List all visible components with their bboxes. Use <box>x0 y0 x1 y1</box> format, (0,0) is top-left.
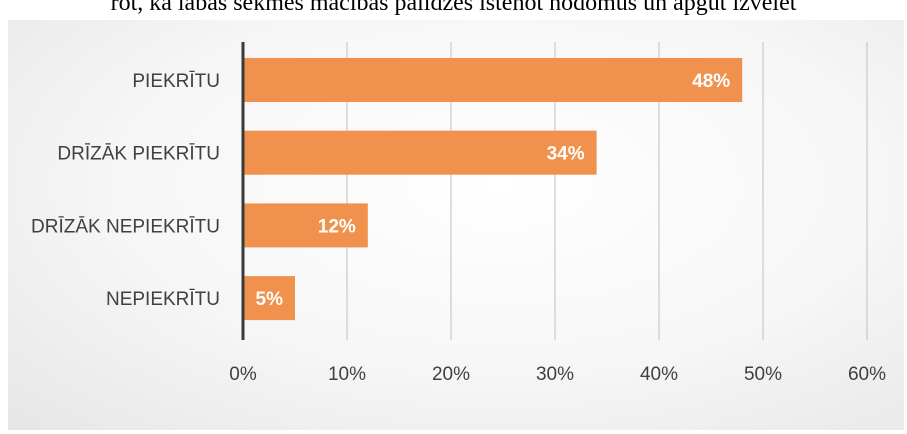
category-label: PIEKRĪTU <box>132 71 220 92</box>
data-label: 12% <box>318 216 356 237</box>
x-tick-label: 30% <box>536 364 574 385</box>
gridlines <box>346 42 868 340</box>
bars <box>243 58 743 321</box>
partial-heading-text: rot, ka labas sekmes macibas palidzes is… <box>110 0 797 16</box>
x-tick-label: 0% <box>229 364 257 385</box>
data-label: 5% <box>256 289 284 310</box>
category-label: DRĪZĀK NEPIEKRĪTU <box>31 216 220 237</box>
category-label: DRĪZĀK PIEKRĪTU <box>57 144 220 165</box>
data-label: 34% <box>547 144 585 165</box>
x-tick-label: 40% <box>640 364 678 385</box>
bar <box>243 58 743 102</box>
bar <box>243 130 597 175</box>
x-tick-label: 20% <box>432 364 470 385</box>
bar <box>243 276 295 321</box>
x-tick-label: 10% <box>328 364 366 385</box>
category-label: NEPIEKRĪTU <box>106 289 220 310</box>
data-label: 48% <box>692 71 730 92</box>
labels: 0% 10% 20% 30% 40% 50% 60% PIEKRĪTU 48% DRĪZĀK PI… <box>31 71 886 385</box>
x-tick-label: 60% <box>848 364 886 385</box>
bar <box>243 203 368 248</box>
x-tick-label: 50% <box>744 364 782 385</box>
